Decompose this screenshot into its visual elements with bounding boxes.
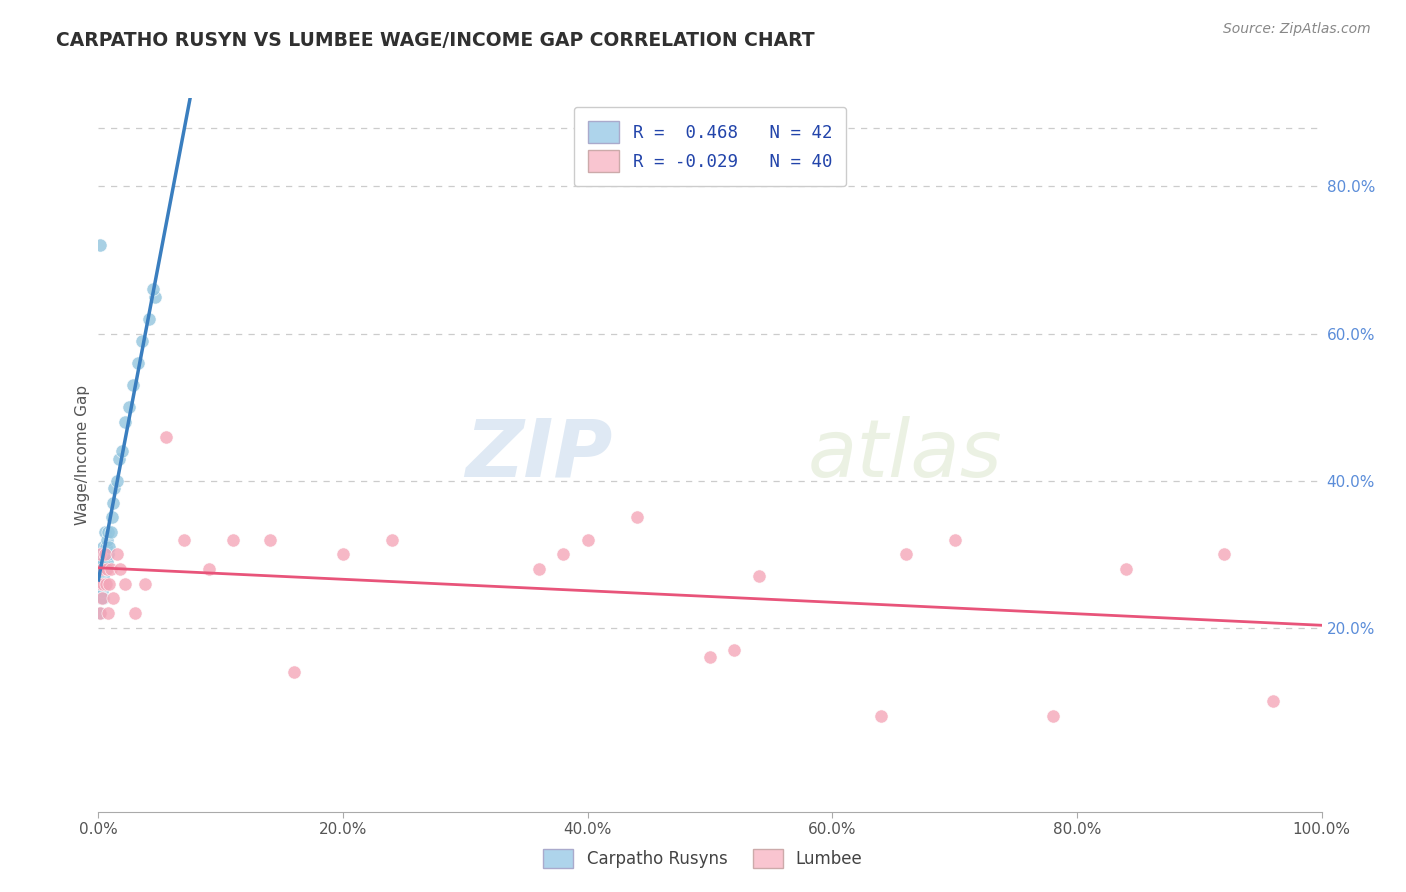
Point [121,378,143,392]
Point [94,562,117,576]
Point [111,444,134,458]
Point [222,533,245,547]
Point [100,562,122,576]
Point [108,451,131,466]
Point [553,547,575,561]
Point [89,606,111,620]
Point [90,569,112,583]
Point [118,400,141,414]
Point [89,576,111,591]
Point [97,547,120,561]
Point [101,591,124,606]
Point [97,525,120,540]
Point [91,576,114,591]
Point [894,547,917,561]
Text: atlas: atlas [808,416,1002,494]
Point [93,525,115,540]
Text: Source: ZipAtlas.com: Source: ZipAtlas.com [1223,22,1371,37]
Point [100,525,122,540]
Point [93,576,115,591]
Legend: Carpatho Rusyns, Lumbee: Carpatho Rusyns, Lumbee [537,842,869,875]
Point [155,429,177,443]
Point [748,569,770,583]
Point [105,547,128,561]
Point [1115,562,1137,576]
Text: CARPATHO RUSYN VS LUMBEE WAGE/INCOME GAP CORRELATION CHART: CARPATHO RUSYN VS LUMBEE WAGE/INCOME GAP… [56,31,815,50]
Point [90,555,112,569]
Point [91,540,114,554]
Point [89,562,111,576]
Point [91,547,114,561]
Point [127,356,149,370]
Point [114,415,136,429]
Point [1261,694,1284,708]
Point [723,643,745,657]
Point [699,650,721,665]
Point [134,576,156,591]
Point [91,591,114,606]
Point [173,533,195,547]
Point [381,533,404,547]
Point [124,606,146,620]
Point [97,606,120,620]
Text: ZIP: ZIP [465,416,612,494]
Point [98,540,121,554]
Point [114,576,136,591]
Point [110,562,132,576]
Point [1212,547,1234,561]
Point [138,311,160,326]
Point [96,562,118,576]
Point [91,569,114,583]
Point [527,562,550,576]
Point [91,562,114,576]
Point [89,606,111,620]
Point [96,555,118,569]
Point [626,510,648,524]
Point [90,576,112,591]
Point [870,709,893,723]
Point [94,576,117,591]
Point [142,282,165,296]
Point [96,533,118,547]
Point [283,665,305,679]
Legend: R =  0.468   N = 42, R = -0.029   N = 40: R = 0.468 N = 42, R = -0.029 N = 40 [574,107,846,186]
Point [98,576,121,591]
Point [576,533,599,547]
Point [94,540,117,554]
Point [91,569,114,583]
Point [90,591,112,606]
Point [89,547,111,561]
Point [332,547,354,561]
Point [105,474,128,488]
Point [101,496,124,510]
Point [93,562,115,576]
Point [143,290,166,304]
Point [87,584,110,599]
Point [91,584,114,599]
Point [101,510,124,524]
Point [89,238,111,252]
Y-axis label: Wage/Income Gap: Wage/Income Gap [75,384,90,525]
Point [259,533,281,547]
Point [91,562,114,576]
Point [93,547,115,561]
Point [93,547,115,561]
Point [91,591,114,606]
Point [131,334,153,348]
Point [197,562,219,576]
Point [103,481,125,495]
Point [91,555,114,569]
Point [943,533,966,547]
Point [1042,709,1064,723]
